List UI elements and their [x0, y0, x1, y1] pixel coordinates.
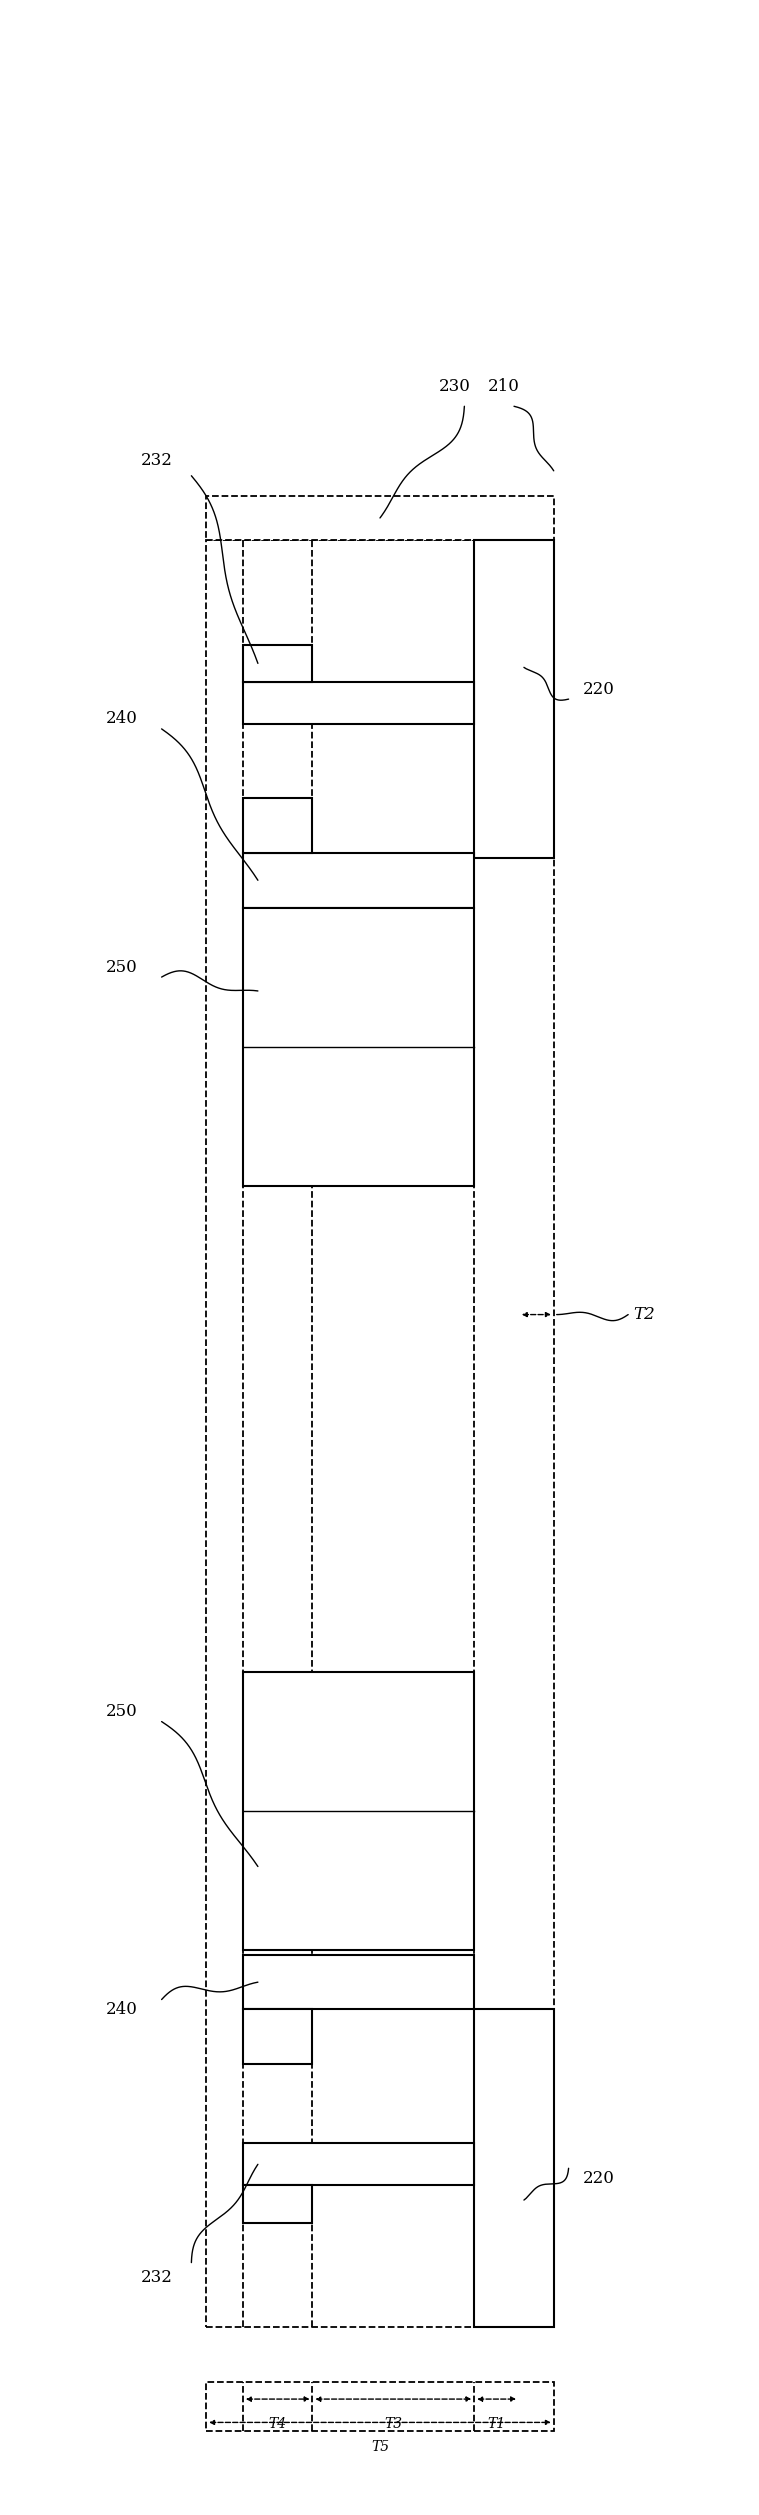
Text: T3: T3: [384, 2417, 402, 2432]
Bar: [206, 541, 554, 2326]
Bar: [474, 2009, 554, 2326]
Bar: [206, 495, 554, 541]
Text: 220: 220: [582, 2170, 614, 2186]
Bar: [243, 2186, 313, 2223]
Text: 250: 250: [106, 958, 138, 976]
Bar: [243, 1672, 474, 1949]
Bar: [243, 797, 313, 853]
Text: 240: 240: [106, 709, 138, 727]
Text: 230: 230: [439, 377, 471, 395]
Text: 240: 240: [106, 2002, 138, 2017]
Bar: [474, 541, 554, 858]
Bar: [206, 2382, 554, 2432]
Text: 220: 220: [582, 682, 614, 697]
Text: T5: T5: [371, 2440, 389, 2455]
Bar: [243, 644, 313, 682]
Bar: [243, 2143, 474, 2186]
Text: 232: 232: [140, 2269, 172, 2286]
Bar: [243, 682, 474, 724]
Text: 210: 210: [488, 377, 520, 395]
Text: 232: 232: [140, 453, 172, 470]
Text: 250: 250: [106, 1703, 138, 1720]
Bar: [243, 1954, 474, 2009]
Text: T4: T4: [269, 2417, 287, 2432]
Text: T1: T1: [487, 2417, 505, 2432]
Bar: [243, 2009, 313, 2065]
Text: T2: T2: [633, 1305, 655, 1323]
Bar: [243, 853, 474, 908]
Bar: [243, 908, 474, 1185]
